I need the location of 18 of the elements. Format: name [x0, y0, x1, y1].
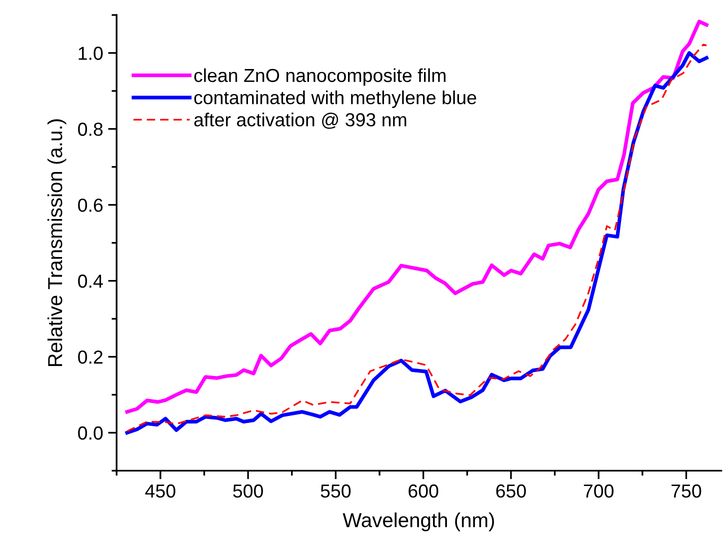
y-tick-label: 0.8: [78, 122, 103, 136]
legend-label: contaminated with methylene blue: [194, 90, 476, 108]
y-tick-label: 0.0: [78, 426, 103, 440]
x-tick-label: 700: [584, 484, 614, 498]
x-tick-label: 650: [496, 484, 526, 498]
x-tick-label: 600: [408, 484, 438, 498]
y-tick-label: 0.6: [78, 198, 103, 212]
x-tick-label: 750: [672, 484, 702, 498]
x-tick-label: 450: [145, 484, 176, 498]
y-tick-label: 0.2: [78, 350, 102, 364]
legend-label: after activation @ 393 nm: [194, 112, 406, 129]
x-tick-label: 550: [320, 484, 351, 498]
x-axis-title: Wavelength (nm): [342, 512, 494, 532]
y-axis-title: Relative Transmission (a.u.): [47, 119, 66, 366]
y-tick-label: 0.4: [78, 274, 103, 288]
legend-label: clean ZnO nanocomposite film: [194, 68, 446, 86]
x-tick-label: 500: [233, 484, 263, 498]
y-tick-label: 1.0: [78, 46, 103, 60]
